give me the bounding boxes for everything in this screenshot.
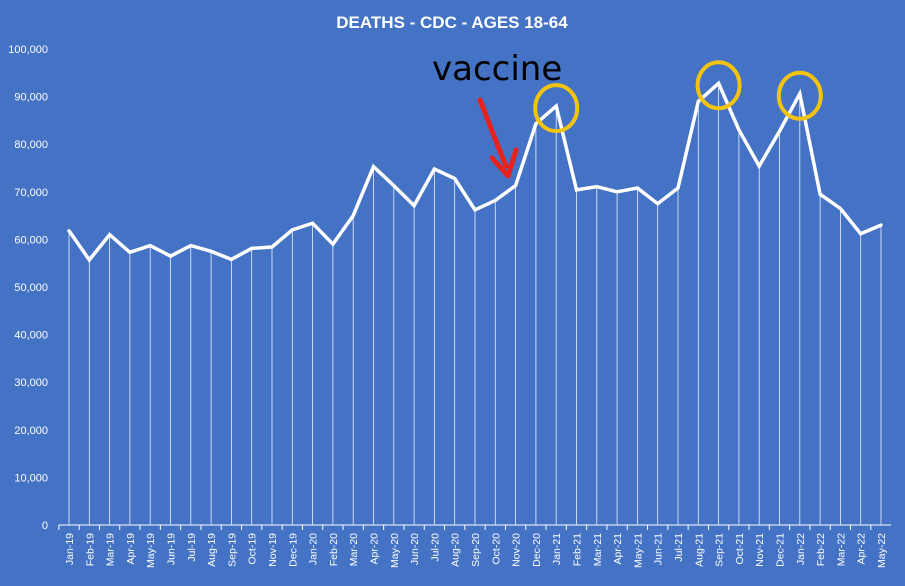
chart-title: DEATHS - CDC - AGES 18-64 — [336, 13, 568, 32]
series-line — [67, 80, 883, 263]
x-tick-label: Mar-21 — [592, 533, 604, 566]
x-tick-label: Oct-20 — [490, 533, 502, 565]
x-tick-label: Sep-20 — [470, 533, 482, 567]
x-tick-label: Apr-20 — [369, 533, 381, 565]
annotation-arrow — [477, 97, 509, 169]
annotations: vaccine — [432, 49, 823, 179]
x-tick-label: Apr-19 — [125, 533, 137, 565]
x-tick-label: Apr-21 — [612, 533, 624, 565]
x-tick-label: Sep-19 — [226, 533, 238, 567]
x-tick-label: Mar-22 — [835, 533, 847, 566]
y-tick-label: 0 — [42, 520, 48, 532]
x-tick-label: Apr-22 — [856, 533, 868, 565]
x-tick-label: Jan-21 — [551, 533, 563, 565]
x-tick-label: Jan-22 — [795, 533, 807, 565]
x-tick-label: May-22 — [876, 533, 888, 568]
x-tick-label: Feb-22 — [815, 533, 827, 566]
y-axis: 0 10,000 20,000 30,000 40,000 50,000 60,000 70,… — [8, 44, 48, 532]
x-tick-label: Dec-21 — [775, 533, 787, 567]
y-tick-label: 50,000 — [14, 282, 48, 294]
x-tick-label: Dec-19 — [287, 533, 299, 567]
y-tick-label: 10,000 — [14, 472, 48, 484]
x-tick-label: Feb-20 — [328, 533, 340, 566]
x-tick-label: Aug-20 — [450, 533, 462, 567]
x-tick-label: Nov-19 — [267, 533, 279, 567]
y-tick-label: 20,000 — [14, 425, 48, 437]
x-tick-label: Nov-20 — [511, 533, 523, 567]
y-tick-label: 80,000 — [14, 139, 48, 151]
highlight-circle — [776, 70, 823, 121]
x-tick-label: Aug-21 — [693, 533, 705, 567]
y-tick-label: 60,000 — [14, 234, 48, 246]
x-tick-label: Feb-21 — [572, 533, 584, 566]
y-tick-label: 70,000 — [14, 187, 48, 199]
x-tick-label: Jan-19 — [64, 533, 76, 565]
x-tick-label: May-19 — [145, 533, 157, 568]
y-tick-label: 40,000 — [14, 330, 48, 342]
x-tick-label: Oct-21 — [734, 533, 746, 565]
x-tick-label: Sep-21 — [714, 533, 726, 567]
x-axis: Jan-19 Feb-19 Mar-19 Apr-19 May-19 Jun-19 Jul-… — [58, 525, 888, 568]
x-tick-label: Jul-20 — [429, 533, 441, 562]
x-tick-label: Oct-19 — [247, 533, 259, 565]
highlight-circles — [533, 60, 823, 134]
annotation-arrowhead — [489, 147, 519, 179]
drop-lines — [68, 83, 882, 525]
x-tick-label: May-20 — [389, 533, 401, 568]
x-tick-label: Jun-21 — [653, 533, 665, 565]
x-tick-label: Mar-19 — [105, 533, 117, 566]
x-tick-label: Jul-21 — [673, 533, 685, 562]
y-tick-label: 90,000 — [14, 92, 48, 104]
x-tick-label: Mar-20 — [348, 533, 360, 566]
highlight-circle — [695, 60, 742, 111]
x-tick-label: Jun-19 — [166, 533, 178, 565]
y-tick-label: 30,000 — [14, 377, 48, 389]
y-tick-label: 100,000 — [8, 44, 48, 56]
x-tick-label: May-21 — [632, 533, 644, 568]
x-tick-label: Dec-20 — [531, 533, 543, 567]
highlight-circle — [533, 83, 580, 134]
x-tick-label: Jul-19 — [186, 533, 198, 562]
vaccine-annotation-text: vaccine — [432, 49, 562, 89]
x-tick-label: Jan-20 — [308, 533, 320, 565]
x-tick-label: Aug-19 — [206, 533, 218, 567]
x-tick-label: Feb-19 — [84, 533, 96, 566]
x-tick-label: Jun-20 — [409, 533, 421, 565]
x-tick-label: Nov-21 — [754, 533, 766, 567]
